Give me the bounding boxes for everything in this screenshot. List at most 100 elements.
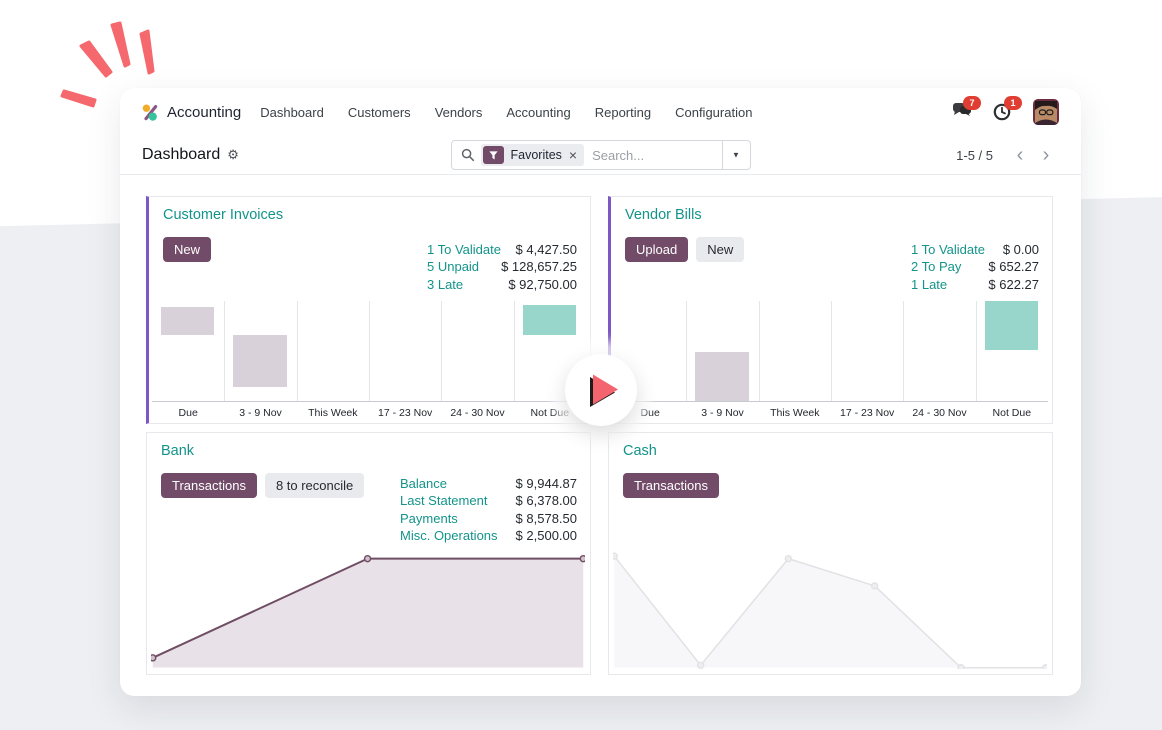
pager-previous-button[interactable]: ‹ xyxy=(1007,142,1033,168)
stat-link[interactable]: Misc. Operations xyxy=(400,528,498,544)
card-buttons: Transactions 8 to reconcile xyxy=(161,473,365,498)
data-point xyxy=(579,554,585,563)
stat-row: 3 Late $ 92,750.00 xyxy=(427,276,577,293)
stat-link[interactable]: 5 Unpaid xyxy=(427,259,480,275)
card-graph: Due 3 - 9 Nov This Week 17 - 23 Nov 24 - 30 … xyxy=(614,301,1048,421)
bar xyxy=(522,305,576,336)
main-menu: Dashboard Customers Vendors Accounting Repor… xyxy=(260,105,752,120)
card-buttons: Upload New xyxy=(625,237,745,262)
x-axis-label: 17 - 23 Nov xyxy=(840,407,895,419)
stat-row: Balance $ 9,944.87 xyxy=(400,475,577,492)
stat-value: $ 0.00 xyxy=(1002,242,1039,257)
x-axis-label: This Week xyxy=(308,407,358,419)
data-point xyxy=(784,554,793,563)
card-vendor-bills[interactable]: Vendor Bills Upload New 1 To Validate $ 0.… xyxy=(608,196,1053,424)
new-button[interactable]: New xyxy=(163,237,212,262)
gridline xyxy=(686,301,688,402)
breadcrumb: Dashboard ⚙ xyxy=(142,146,451,164)
play-icon xyxy=(590,374,618,407)
new-button[interactable]: New xyxy=(696,237,745,262)
stat-row: 5 Unpaid $ 128,657.25 xyxy=(427,258,577,275)
gridline xyxy=(758,301,760,402)
stat-row: 1 Late $ 622.27 xyxy=(911,276,1039,293)
stat-link[interactable]: 1 To Validate xyxy=(911,242,985,257)
app-brand[interactable]: Accounting xyxy=(142,104,241,121)
stat-value: $ 8,578.50 xyxy=(515,510,577,526)
data-point xyxy=(957,664,965,669)
gridline xyxy=(441,301,443,402)
bar xyxy=(233,335,287,387)
menu-item-customers[interactable]: Customers xyxy=(347,104,411,120)
x-axis-labels: Due 3 - 9 Nov This Week 17 - 23 Nov 24 - 30 … xyxy=(152,405,586,421)
card-bank[interactable]: Bank Transactions 8 to reconcile Balance $… xyxy=(146,432,591,675)
card-graph xyxy=(613,545,1047,669)
pager: 1-5 / 5 ‹ › xyxy=(751,142,1060,168)
x-axis-label: 3 - 9 Nov xyxy=(239,407,282,419)
card-title[interactable]: Cash xyxy=(623,443,657,459)
stat-row: 1 To Validate $ 4,427.50 xyxy=(427,241,577,258)
stat-link[interactable]: Balance xyxy=(400,476,447,491)
stat-link[interactable]: Last Statement xyxy=(400,493,488,509)
card-stats: 1 To Validate $ 4,427.50 5 Unpaid $ 128,657… xyxy=(427,241,577,293)
search-icon xyxy=(461,148,475,162)
x-axis-label: 24 - 30 Nov xyxy=(450,407,505,419)
stat-value: $ 652.27 xyxy=(988,259,1039,275)
card-graph xyxy=(151,545,585,669)
upload-button[interactable]: Upload xyxy=(625,237,689,262)
card-title[interactable]: Vendor Bills xyxy=(625,207,702,223)
menu-item-accounting[interactable]: Accounting xyxy=(506,104,571,120)
gear-icon[interactable]: ⚙ xyxy=(227,147,239,162)
avatar-image xyxy=(1033,99,1059,125)
pager-next-button[interactable]: › xyxy=(1033,142,1059,168)
play-video-button[interactable] xyxy=(565,354,637,426)
card-stats: Balance $ 9,944.87 Last Statement $ 6,378.0… xyxy=(400,475,577,545)
search-facet-favorites: Favorites × xyxy=(480,144,585,166)
filter-icon xyxy=(482,146,504,164)
user-avatar[interactable] xyxy=(1033,99,1059,125)
card-cash[interactable]: Cash Transactions xyxy=(608,432,1053,675)
8-to-reconcile-button[interactable]: 8 to reconcile xyxy=(264,473,365,498)
menu-item-vendors[interactable]: Vendors xyxy=(434,104,483,120)
gridline xyxy=(831,301,832,402)
clock-icon xyxy=(993,103,1011,121)
card-graph: Due 3 - 9 Nov This Week 17 - 23 Nov 24 - 30 … xyxy=(152,301,586,421)
x-axis-labels: Due 3 - 9 Nov This Week 17 - 23 Nov 24 - 30 … xyxy=(614,405,1048,421)
stat-link[interactable]: 1 Late xyxy=(911,276,948,292)
bar xyxy=(984,301,1038,351)
search-dropdown-toggle[interactable]: ▼ xyxy=(721,141,750,169)
menu-item-reporting[interactable]: Reporting xyxy=(594,104,652,120)
menu-item-dashboard[interactable]: Dashboard xyxy=(260,104,324,120)
axis-baseline xyxy=(152,401,586,402)
stat-value: $ 128,657.25 xyxy=(501,259,577,275)
data-point xyxy=(871,582,879,590)
stat-link[interactable]: Payments xyxy=(400,510,458,526)
activities-button[interactable]: 1 xyxy=(992,96,1022,123)
x-axis-label: 24 - 30 Nov xyxy=(912,407,967,419)
search-bar[interactable]: Favorites × ▼ xyxy=(450,140,751,170)
gridline xyxy=(296,301,298,402)
top-navbar: Accounting Dashboard Customers Vendors Acco… xyxy=(120,88,1081,136)
stat-link[interactable]: 1 To Validate xyxy=(427,242,501,257)
stat-link[interactable]: 3 Late xyxy=(427,276,464,292)
line-chart xyxy=(613,552,1047,669)
x-axis-label: Not Due xyxy=(992,407,1032,419)
transactions-button[interactable]: Transactions xyxy=(161,473,257,498)
card-title[interactable]: Customer Invoices xyxy=(163,207,284,223)
navbar-systray: 7 1 xyxy=(951,96,1059,125)
facet-close-icon[interactable]: × xyxy=(568,147,578,163)
data-point xyxy=(363,554,372,563)
stat-link[interactable]: 2 To Pay xyxy=(911,259,962,275)
gridline xyxy=(369,301,370,402)
card-customer-invoices[interactable]: Customer Invoices New 1 To Validate $ 4,4… xyxy=(146,196,591,424)
transactions-button[interactable]: Transactions xyxy=(623,473,719,498)
bar-plot xyxy=(152,301,586,402)
card-title[interactable]: Bank xyxy=(161,443,195,459)
dashboard-kanban: Customer Invoices New 1 To Validate $ 4,4… xyxy=(120,175,1081,675)
search-input[interactable] xyxy=(590,146,722,164)
app-name: Accounting xyxy=(167,103,242,121)
activities-badge: 1 xyxy=(1004,96,1022,110)
line-chart xyxy=(151,554,585,668)
facet-label: Favorites xyxy=(510,148,562,162)
menu-item-configuration[interactable]: Configuration xyxy=(675,104,753,120)
messages-button[interactable]: 7 xyxy=(951,96,981,123)
